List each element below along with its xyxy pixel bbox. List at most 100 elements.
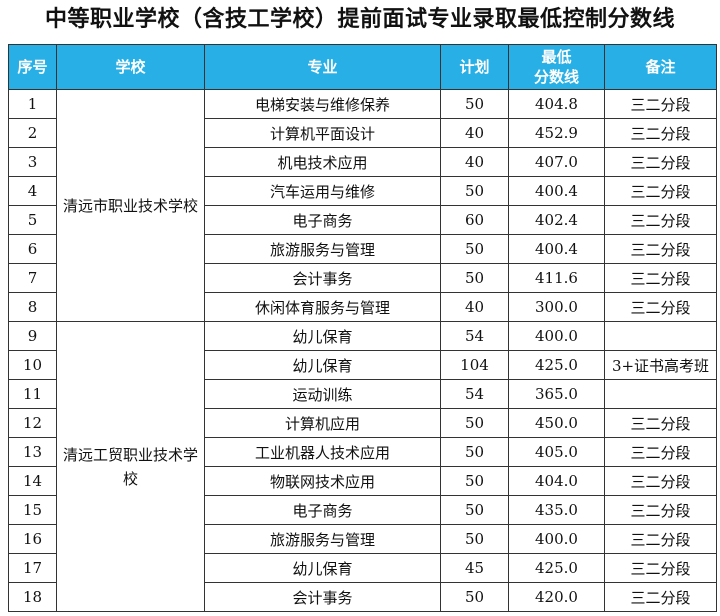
cell-seq: 10 (8, 350, 57, 380)
cell-note: 三二分段 (604, 205, 717, 235)
cell-note: 三二分段 (604, 408, 717, 438)
cell-school: 清远市职业技术学校 (56, 89, 205, 322)
cell-major: 计算机平面设计 (204, 118, 441, 148)
cell-seq: 3 (8, 147, 57, 177)
cell-seq: 11 (8, 379, 57, 409)
table-row: 6 旅游服务与管理 50 400.4 三二分段 (8, 234, 717, 264)
cell-major: 物联网技术应用 (204, 466, 441, 496)
table-row: 16 旅游服务与管理 50 400.0 三二分段 (8, 524, 717, 554)
table-row: 12 计算机应用 50 450.0 三二分段 (8, 408, 717, 438)
cell-note: 三二分段 (604, 437, 717, 467)
cell-min-score: 435.0 (508, 495, 605, 525)
table-row: 4 汽车运用与维修 50 400.4 三二分段 (8, 176, 717, 206)
cell-note: 三二分段 (604, 147, 717, 177)
table-body: 1 清远市职业技术学校 电梯安装与维修保养 50 404.8 三二分段 2 计算机平面设计 40… (8, 89, 717, 612)
cell-min-score: 404.0 (508, 466, 605, 496)
cell-plan: 40 (440, 118, 509, 148)
header-min-score-line2: 分数线 (533, 68, 579, 86)
cell-major: 旅游服务与管理 (204, 234, 441, 264)
cell-note (604, 321, 717, 351)
cell-plan: 50 (440, 234, 509, 264)
cell-min-score: 400.4 (508, 176, 605, 206)
cell-min-score: 365.0 (508, 379, 605, 409)
cell-note: 三二分段 (604, 176, 717, 206)
header-school: 学校 (56, 44, 205, 90)
cell-major: 休闲体育服务与管理 (204, 292, 441, 322)
cell-plan: 50 (440, 176, 509, 206)
cell-seq: 18 (8, 582, 57, 612)
cell-note: 三二分段 (604, 553, 717, 583)
cell-note: 三二分段 (604, 118, 717, 148)
cell-plan: 54 (440, 379, 509, 409)
table-row: 9 清远工贸职业技术学校 幼儿保育 54 400.0 (8, 321, 717, 612)
cell-note: 三二分段 (604, 466, 717, 496)
cell-plan: 50 (440, 89, 509, 119)
table-row: 17 幼儿保育 45 425.0 三二分段 (8, 553, 717, 583)
cell-note: 三二分段 (604, 263, 717, 293)
header-plan: 计划 (440, 44, 509, 90)
cell-note: 三二分段 (604, 582, 717, 612)
page-title: 中等职业学校（含技工学校）提前面试专业录取最低控制分数线 (44, 7, 675, 32)
cell-note: 三二分段 (604, 524, 717, 554)
admission-score-table: 序号 学校 专业 计划 最低 分数线 备注 1 清远市职业技术学校 电梯安装与维修保养… (8, 44, 717, 612)
cell-school: 清远工贸职业技术学校 (56, 321, 205, 612)
cell-major: 会计事务 (204, 263, 441, 293)
cell-major: 会计事务 (204, 582, 441, 612)
cell-plan: 54 (440, 321, 509, 351)
table-row: 15 电子商务 50 435.0 三二分段 (8, 495, 717, 525)
cell-min-score: 407.0 (508, 147, 605, 177)
cell-plan: 50 (440, 466, 509, 496)
cell-major: 幼儿保育 (204, 321, 441, 351)
cell-seq: 15 (8, 495, 57, 525)
cell-min-score: 404.8 (508, 89, 605, 119)
cell-plan: 50 (440, 263, 509, 293)
cell-plan: 104 (440, 350, 509, 380)
cell-min-score: 450.0 (508, 408, 605, 438)
cell-plan: 60 (440, 205, 509, 235)
table-row: 5 电子商务 60 402.4 三二分段 (8, 205, 717, 235)
header-seq: 序号 (8, 44, 57, 90)
cell-major: 电梯安装与维修保养 (204, 89, 441, 119)
cell-seq: 4 (8, 176, 57, 206)
cell-plan: 50 (440, 437, 509, 467)
table-row: 13 工业机器人技术应用 50 405.0 三二分段 (8, 437, 717, 467)
cell-plan: 50 (440, 524, 509, 554)
cell-major: 电子商务 (204, 205, 441, 235)
table-row: 11 运动训练 54 365.0 (8, 379, 717, 409)
cell-min-score: 300.0 (508, 292, 605, 322)
header-note: 备注 (604, 44, 717, 90)
cell-seq: 17 (8, 553, 57, 583)
table-row: 18 会计事务 50 420.0 三二分段 (8, 582, 717, 612)
cell-min-score: 411.6 (508, 263, 605, 293)
table-row: 3 机电技术应用 40 407.0 三二分段 (8, 147, 717, 177)
cell-major: 运动训练 (204, 379, 441, 409)
cell-min-score: 400.0 (508, 321, 605, 351)
cell-min-score: 420.0 (508, 582, 605, 612)
cell-seq: 13 (8, 437, 57, 467)
table-row: 1 清远市职业技术学校 电梯安装与维修保养 50 404.8 三二分段 (8, 89, 717, 322)
cell-seq: 8 (8, 292, 57, 322)
cell-major: 汽车运用与维修 (204, 176, 441, 206)
cell-plan: 50 (440, 408, 509, 438)
header-row: 序号 学校 专业 计划 最低 分数线 备注 (8, 44, 717, 90)
cell-min-score: 405.0 (508, 437, 605, 467)
header-min-score: 最低 分数线 (508, 44, 605, 90)
cell-plan: 45 (440, 553, 509, 583)
header-major: 专业 (204, 44, 441, 90)
cell-major: 旅游服务与管理 (204, 524, 441, 554)
cell-major: 幼儿保育 (204, 350, 441, 380)
cell-note: 3+证书高考班 (604, 350, 717, 380)
cell-seq: 9 (8, 321, 57, 351)
cell-note: 三二分段 (604, 234, 717, 264)
cell-note: 三二分段 (604, 89, 717, 119)
cell-major: 幼儿保育 (204, 553, 441, 583)
cell-major: 工业机器人技术应用 (204, 437, 441, 467)
cell-min-score: 452.9 (508, 118, 605, 148)
cell-plan: 40 (440, 292, 509, 322)
table-row: 7 会计事务 50 411.6 三二分段 (8, 263, 717, 293)
cell-min-score: 402.4 (508, 205, 605, 235)
cell-seq: 7 (8, 263, 57, 293)
cell-note: 三二分段 (604, 495, 717, 525)
cell-seq: 5 (8, 205, 57, 235)
cell-major: 机电技术应用 (204, 147, 441, 177)
